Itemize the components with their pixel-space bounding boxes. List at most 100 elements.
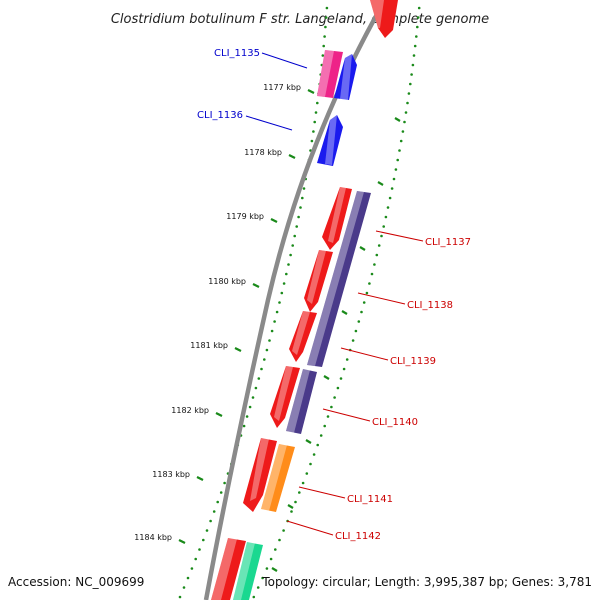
track-dot (312, 453, 316, 456)
track-dot (295, 225, 299, 228)
gene-labels: CLI_1135 CLI_1136 CLI_1137 CLI_1138 CLI_1139… (197, 48, 471, 542)
scale-tick (288, 154, 296, 159)
homolog-feature-1135[interactable] (317, 50, 343, 98)
track-dot (263, 358, 266, 361)
track-dot (360, 310, 363, 314)
gene-CLI_1136[interactable] (317, 115, 343, 166)
homolog-feature-1135-highlight (317, 50, 334, 97)
track-dot (278, 538, 281, 542)
gene-CLI_1139[interactable] (289, 311, 317, 362)
track-dot (270, 329, 274, 333)
track-dot (416, 25, 419, 29)
track-dot (309, 462, 312, 466)
gene-CLI_1138[interactable] (304, 250, 333, 312)
homolog-orange[interactable] (261, 444, 295, 512)
gene-CLI_1142-shape (211, 538, 246, 600)
track-dot (260, 367, 263, 371)
homolog-orange-shape (261, 444, 295, 512)
scale-tick (178, 539, 186, 544)
track-dot (386, 206, 390, 209)
gene-CLI_1140-shape (270, 366, 300, 428)
track-dot (365, 291, 369, 295)
track-dot (323, 35, 326, 38)
track-dot (254, 386, 258, 390)
track-dot (190, 567, 194, 570)
track-dot (265, 348, 269, 352)
track-dot (412, 54, 416, 57)
gene-label-CLI_1136[interactable]: CLI_1136 (197, 110, 243, 121)
leader-line-CLI_1142 (286, 520, 334, 536)
leader-line-CLI_1139 (340, 347, 389, 361)
homolog-green-highlight (233, 542, 255, 600)
track-dot (345, 358, 349, 361)
scale-tick (307, 89, 315, 94)
gene-CLI_1140[interactable] (270, 366, 300, 428)
track-dot (406, 101, 409, 105)
track-dot (205, 529, 209, 532)
scale-tick-label: 1178 kbp (244, 148, 282, 157)
track-dot (330, 405, 333, 409)
gene-label-CLI_1138[interactable]: CLI_1138 (407, 300, 453, 311)
track-dot (319, 434, 323, 437)
track-dot (268, 339, 271, 342)
partial-feature-top-shape (370, 0, 398, 38)
homolog-green[interactable] (233, 542, 263, 600)
track-dot (202, 538, 205, 542)
gene-features (211, 0, 398, 600)
track-dot (209, 519, 212, 523)
gene-CLI_1141[interactable] (243, 438, 277, 512)
track-dot (216, 500, 219, 504)
track-dot (302, 187, 306, 190)
scale-tick (196, 476, 204, 481)
track-dot (401, 130, 405, 133)
gene-CLI_1137[interactable] (322, 187, 352, 250)
gene-label-CLI_1140[interactable]: CLI_1140 (372, 417, 418, 428)
homolog-band-2[interactable] (286, 369, 317, 434)
track-dot (390, 187, 394, 190)
scale-tick-label: 1184 kbp (134, 533, 172, 542)
gene-CLI_1142[interactable] (211, 538, 246, 600)
track-dot (301, 196, 304, 200)
gene-CLI_1139-shape (289, 311, 317, 362)
track-dot (297, 215, 300, 219)
track-dot (269, 557, 273, 561)
outer-scale-tick (394, 117, 401, 122)
track-dot (245, 415, 249, 418)
track-dot (373, 263, 376, 266)
track-dot (294, 500, 297, 504)
partial-feature-top[interactable] (370, 0, 398, 38)
track-dot (362, 301, 366, 304)
track-dot (375, 253, 379, 257)
track-dot (370, 272, 374, 276)
track-dot (265, 567, 269, 570)
track-dot (291, 244, 295, 247)
track-dot (411, 63, 415, 67)
gene-label-CLI_1141[interactable]: CLI_1141 (347, 494, 393, 505)
homolog-green-shape (233, 542, 263, 600)
track-dot (282, 282, 286, 285)
gene-label-CLI_1139[interactable]: CLI_1139 (390, 356, 436, 367)
gene-label-CLI_1137[interactable]: CLI_1137 (425, 237, 471, 248)
track-dot (399, 139, 403, 143)
track-dot (242, 424, 246, 428)
track-dot (278, 301, 281, 304)
homolog-band-1-shape (307, 191, 371, 367)
accession-label: Accession: NC_009699 (8, 575, 144, 589)
gene-label-CLI_1135[interactable]: CLI_1135 (214, 48, 260, 59)
gene-CLI_1135-shape (334, 54, 357, 100)
track-dot (410, 73, 413, 76)
gene-label-CLI_1142[interactable]: CLI_1142 (335, 531, 381, 542)
leader-line-CLI_1137 (375, 230, 424, 242)
homolog-band-1[interactable] (307, 191, 371, 367)
track-dot (219, 491, 223, 494)
track-dot (273, 320, 276, 323)
track-dot (248, 405, 252, 409)
track-dot (314, 111, 318, 114)
gene-CLI_1135-highlight (340, 54, 352, 100)
outer-scale-tick (271, 567, 278, 572)
track-dot (333, 396, 336, 399)
track-dot (194, 557, 197, 561)
track-dot (415, 35, 418, 38)
gene-CLI_1135[interactable] (334, 54, 357, 100)
